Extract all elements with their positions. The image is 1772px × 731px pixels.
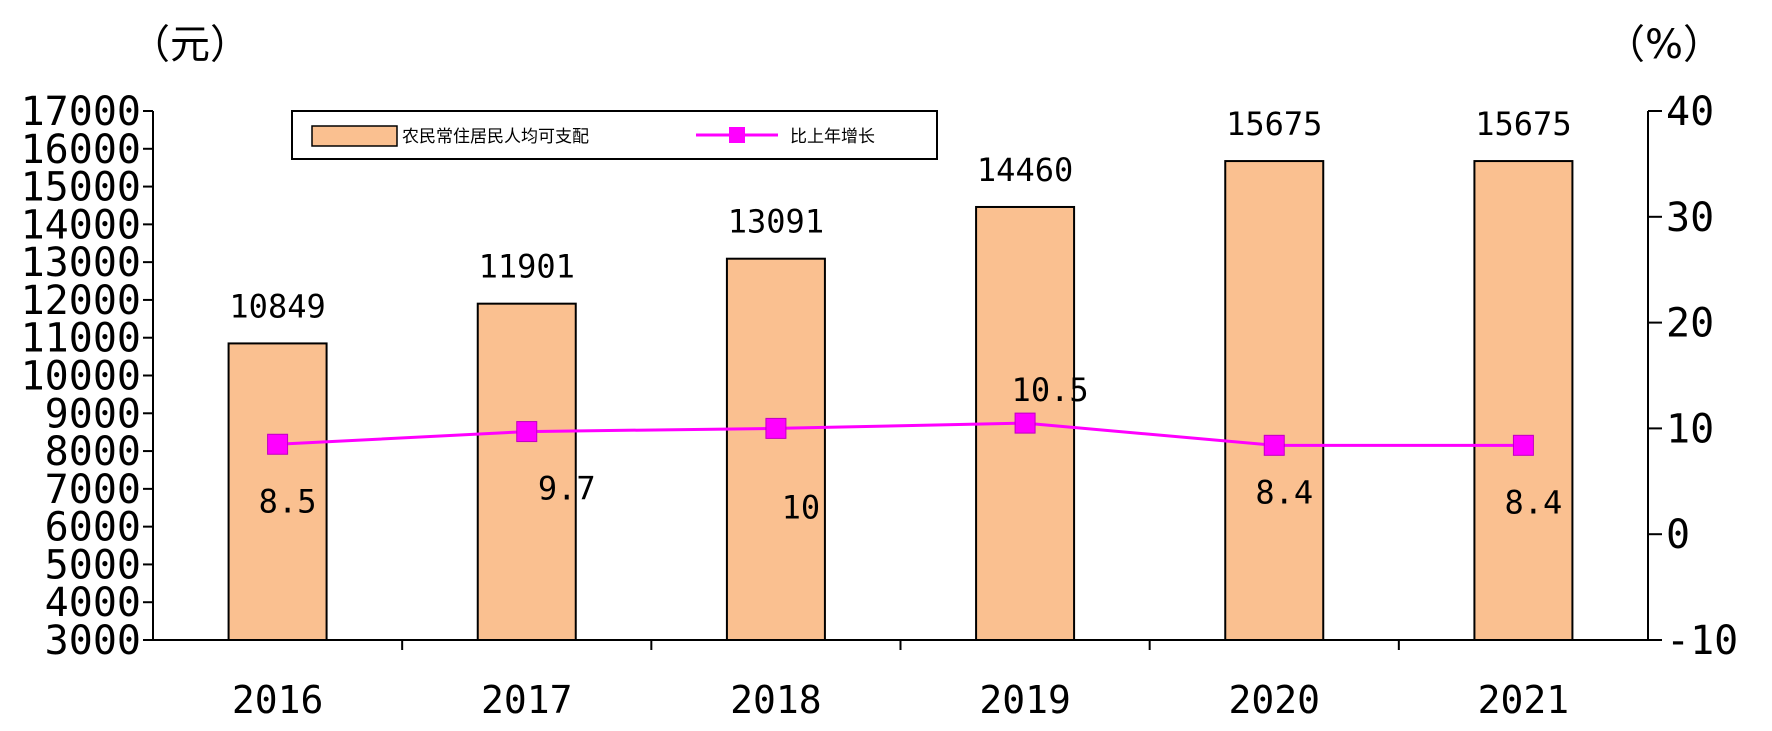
line-marker	[1263, 434, 1285, 456]
left-axis-tick-label: 11000	[21, 316, 141, 362]
line-marker	[1512, 434, 1534, 456]
left-axis-tick-label: 14000	[21, 202, 141, 248]
right-axis-tick-label: 0	[1666, 512, 1690, 558]
line-value-label: 8.4	[1505, 483, 1563, 521]
left-axis-tick-label: 12000	[21, 278, 141, 324]
left-axis-tick-label: 5000	[45, 542, 141, 588]
legend-line-marker	[729, 127, 745, 143]
right-axis-unit: （%）	[1605, 22, 1723, 68]
left-axis-tick-label: 13000	[21, 240, 141, 286]
bar	[1473, 160, 1574, 641]
right-axis-ticks: 40 30 20 10 0 -10	[1648, 89, 1738, 664]
line-path	[277, 421, 1524, 447]
right-axis-tick-label: 10	[1666, 406, 1714, 452]
axes	[152, 111, 1649, 641]
category-label: 2018	[730, 678, 822, 722]
legend-box	[291, 110, 938, 160]
line-value-label: 9.7	[538, 470, 596, 508]
category-labels: 2016 2017 2018 2019 2020 2021	[232, 678, 1569, 722]
line-value-label: 8.5	[259, 482, 317, 520]
left-axis-tick-label: 8000	[45, 429, 141, 475]
category-label: 2016	[232, 678, 324, 722]
bar-value-label: 13091	[728, 203, 824, 241]
line-value-label: 10.5	[1012, 371, 1089, 409]
bar	[725, 257, 826, 641]
category-label: 2017	[481, 678, 573, 722]
bar	[1224, 160, 1325, 641]
left-axis-tick-label: 6000	[45, 505, 141, 551]
left-axis-tick-label: 16000	[21, 127, 141, 173]
bar-value-label: 11901	[479, 248, 575, 286]
line-value-label: 8.4	[1255, 473, 1313, 511]
bar	[227, 342, 328, 641]
right-axis-tick-label: -10	[1666, 618, 1738, 664]
category-label: 2020	[1228, 678, 1320, 722]
legend: 农民常住居民人均可支配 比上年增长	[291, 110, 938, 160]
x-axis-ticks	[401, 640, 1400, 650]
bar-value-label: 15675	[1475, 105, 1571, 143]
line-marker	[765, 417, 787, 439]
legend-bar-label: 农民常住居民人均可支配	[402, 127, 589, 147]
left-axis-tick-label: 7000	[45, 467, 141, 513]
line-series: 8.5 9.7 10 10.5 8.4 8.4	[259, 371, 1563, 526]
right-axis-tick-label: 20	[1666, 301, 1714, 347]
line-marker	[267, 433, 289, 455]
left-axis-unit: （元）	[130, 22, 250, 68]
right-axis-tick-label: 40	[1666, 89, 1714, 135]
left-axis-tick-label: 10000	[21, 354, 141, 400]
left-axis-tick-label: 4000	[45, 580, 141, 626]
bar-series: 10849 11901 13091 14460 15675 15675	[227, 105, 1574, 641]
left-axis-tick-label: 15000	[21, 165, 141, 211]
right-axis-tick-label: 30	[1666, 195, 1714, 241]
left-axis-tick-label: 17000	[21, 89, 141, 135]
left-axis-tick-label: 9000	[45, 391, 141, 437]
bar-value-label: 15675	[1226, 105, 1322, 143]
legend-line-label: 比上年增长	[790, 127, 875, 147]
bar	[476, 302, 577, 641]
category-label: 2019	[979, 678, 1071, 722]
line-marker	[516, 421, 538, 443]
bar-value-label: 10849	[229, 287, 325, 325]
line-marker	[1014, 412, 1036, 434]
category-label: 2021	[1478, 678, 1570, 722]
legend-bar-swatch	[311, 125, 398, 147]
bar-value-label: 14460	[977, 151, 1073, 189]
left-axis-ticks: 1700016000150001400013000120001100010000…	[21, 89, 153, 664]
left-axis-tick-label: 3000	[45, 618, 141, 664]
line-value-label: 10	[782, 488, 821, 526]
